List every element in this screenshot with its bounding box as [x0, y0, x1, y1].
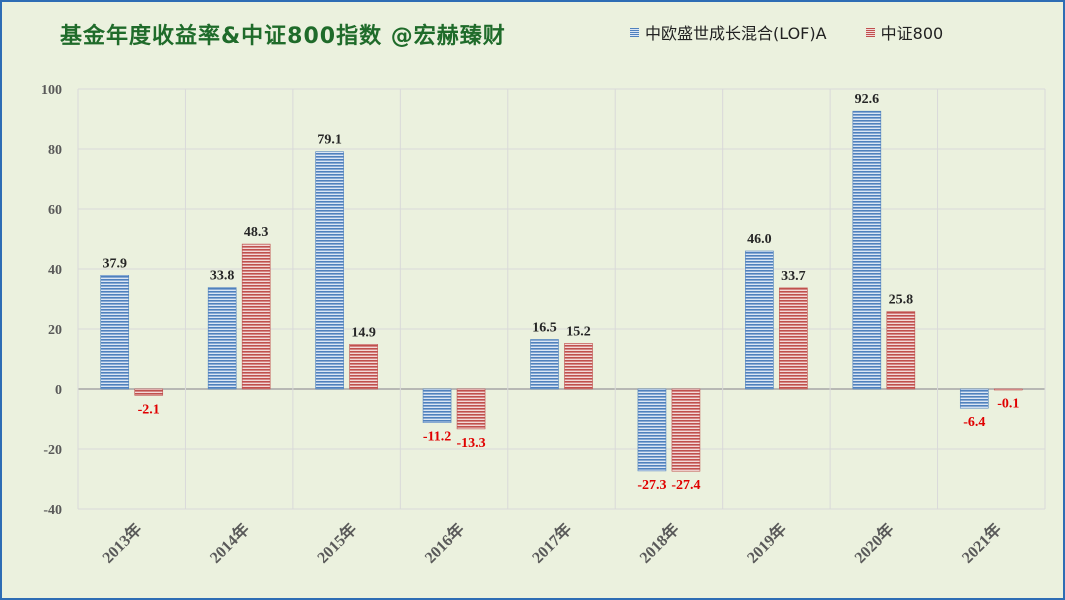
y-tick-label: 40 [48, 263, 62, 278]
data-label: 92.6 [855, 92, 880, 107]
bar-index [993, 388, 1023, 391]
bar-index [134, 388, 164, 396]
legend-item-index: 中证800 [865, 20, 944, 44]
data-label: 48.3 [244, 225, 269, 240]
data-label: -11.2 [423, 430, 451, 445]
data-label: 14.9 [351, 325, 376, 340]
bar-fund [530, 339, 559, 390]
data-label: 33.8 [210, 269, 235, 284]
data-label: -13.3 [456, 436, 485, 451]
bar-index [456, 388, 486, 430]
x-tick-label: 2015年 [313, 519, 360, 566]
data-label: 33.7 [781, 269, 806, 284]
x-tick-label: 2019年 [743, 519, 790, 566]
data-label: -27.3 [637, 478, 666, 493]
y-tick-label: -20 [43, 443, 62, 458]
legend-swatch-index [865, 27, 875, 37]
data-label: -27.4 [671, 478, 700, 493]
data-label: 37.9 [102, 256, 127, 271]
bar-index [886, 311, 916, 390]
bar-fund [315, 151, 344, 390]
y-tick-label: 80 [48, 143, 62, 158]
y-tick-label: 60 [48, 203, 62, 218]
bar-index [564, 343, 593, 390]
data-label: 25.8 [889, 293, 914, 308]
data-label: -2.1 [138, 402, 160, 417]
bar-fund [207, 287, 237, 390]
legend-swatch-fund [630, 27, 639, 37]
bar-fund [852, 110, 882, 390]
data-label: 15.2 [566, 324, 591, 339]
x-tick-label: 2017年 [528, 519, 575, 566]
data-label: 46.0 [747, 232, 772, 247]
bar-index [671, 388, 701, 472]
data-label: -0.1 [997, 396, 1019, 411]
chart-title: 基金年度收益率&中证800指数 @宏赫臻财 [60, 24, 506, 49]
x-tick-label: 2021年 [958, 519, 1005, 566]
x-tick-label: 2020年 [850, 519, 897, 566]
bar-index [241, 243, 271, 390]
chart-legend: 中欧盛世成长混合(LOF)A 中证800 [630, 20, 977, 44]
x-tick-label: 2013年 [98, 519, 145, 566]
x-tick-label: 2014年 [206, 519, 253, 566]
bar-index [779, 287, 808, 390]
y-tick-label: -40 [43, 503, 62, 518]
x-tick-label: 2016年 [420, 519, 467, 566]
data-label: 79.1 [317, 133, 342, 148]
bar-fund [422, 388, 452, 423]
bar-fund [637, 388, 667, 472]
bar-fund [100, 274, 130, 390]
y-tick-label: 20 [48, 323, 62, 338]
data-label: -6.4 [963, 415, 985, 430]
x-tick-label: 2018年 [635, 519, 682, 566]
legend-item-fund: 中欧盛世成长混合(LOF)A [630, 20, 827, 44]
bar-fund [959, 388, 989, 409]
data-label: 16.5 [532, 321, 557, 336]
legend-label-fund: 中欧盛世成长混合(LOF)A [645, 24, 827, 43]
y-tick-label: 100 [41, 83, 62, 98]
y-tick-label: 0 [55, 383, 62, 398]
legend-label-index: 中证800 [880, 24, 944, 43]
bar-index [349, 343, 378, 390]
bar-fund [745, 250, 774, 390]
